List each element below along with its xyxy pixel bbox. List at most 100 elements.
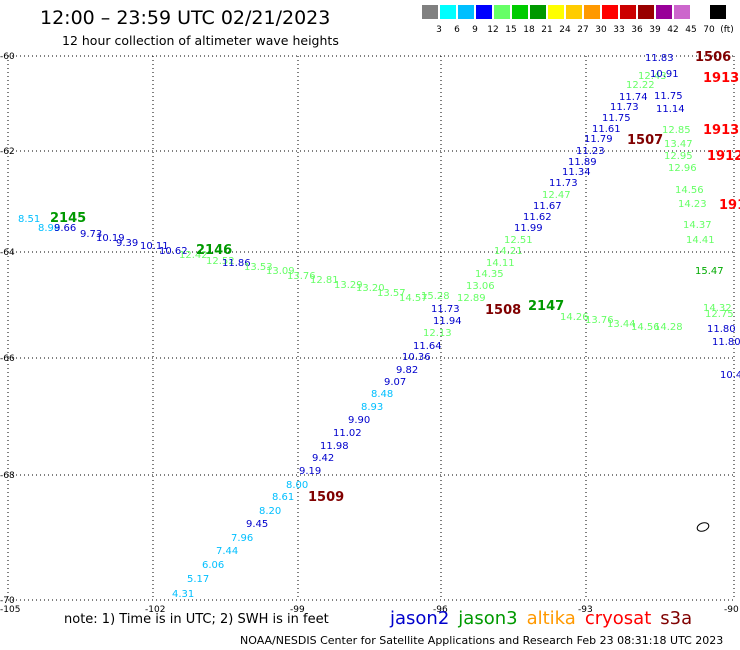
wave-height-reading: 12.43 — [638, 71, 667, 82]
scale-label: 36 — [631, 25, 643, 35]
wave-height-reading: 11.73 — [610, 102, 639, 113]
scale-swatch — [494, 5, 510, 19]
wave-height-reading: 14.28 — [654, 322, 683, 333]
wave-height-reading: 12.89 — [457, 293, 486, 304]
lat-tick-label: -70 — [0, 596, 15, 606]
wave-height-reading: 12.81 — [310, 275, 339, 286]
wave-height-reading: 10.4 — [720, 370, 740, 381]
wave-height-reading: 12.95 — [664, 151, 693, 162]
lat-tick-label: -64 — [0, 248, 15, 258]
wave-height-reading: 11.34 — [562, 167, 591, 178]
wave-height-reading: 14.35 — [475, 269, 504, 280]
wave-height-reading: 8.20 — [259, 506, 281, 517]
page-subtitle: 12 hour collection of altimeter wave hei… — [62, 33, 339, 48]
wave-height-reading: 14.56 — [675, 185, 704, 196]
wave-height-readings: 4.31 5.17 6.06 7.44 7.96 9.45 8.20 8.618.00 9.19… — [18, 53, 740, 600]
wave-height-reading: 14.26 — [560, 312, 589, 323]
map-axes: -60 -62 -64 -66 -68 -70-105 -102 -99 -96 -93 -90 — [0, 52, 739, 615]
wave-height-reading: 14.23 — [678, 199, 707, 210]
page-title: 12:00 – 23:59 UTC 02/21/2023 — [40, 7, 331, 29]
wave-height-reading: 11.61 — [592, 124, 621, 135]
scale-swatch — [710, 5, 726, 19]
wave-height-reading: 14.37 — [683, 220, 712, 231]
wave-height-reading: 11.73 — [431, 304, 460, 315]
wave-height-reading: 14.41 — [686, 235, 715, 246]
scale-label: 45 — [685, 25, 697, 35]
lon-tick-label: -93 — [578, 605, 593, 615]
lon-tick-label: -90 — [724, 605, 739, 615]
scale-label: 33 — [613, 25, 625, 35]
wave-height-reading: 14.32 — [703, 303, 732, 314]
wave-height-reading: 14.57 — [399, 293, 428, 304]
wave-height-reading: 11.98 — [320, 441, 349, 452]
wave-height-reading: 13.53 — [244, 262, 273, 273]
scale-label: (ft) — [720, 25, 734, 35]
pass-id-labels: 2145 2146 2147 1508 1509 1507 1506 1913 1913 1912… — [50, 50, 740, 505]
scale-swatch — [620, 5, 636, 19]
wave-height-reading: 11.80 — [707, 324, 736, 335]
wave-height-reading: 10.36 — [402, 352, 431, 363]
wave-height-reading: 13.09 — [266, 266, 295, 277]
scale-label: 3 — [436, 25, 442, 35]
scale-label: 15 — [505, 25, 517, 35]
wave-height-reading: 15.28 — [421, 291, 450, 302]
wave-height-reading: 9.45 — [246, 519, 268, 530]
wave-height-reading: 11.62 — [523, 212, 552, 223]
wave-height-reading: 6.06 — [202, 560, 224, 571]
wave-height-reading: 12.52 — [206, 256, 235, 267]
wave-height-reading: 12.75 — [705, 309, 734, 320]
scale-label: 18 — [523, 25, 535, 35]
wave-height-reading: 13.76 — [287, 271, 316, 282]
wave-height-reading: 13.57 — [377, 288, 406, 299]
wave-height-reading: 11.02 — [333, 428, 362, 439]
scale-swatch — [422, 5, 438, 19]
scale-swatch — [530, 5, 546, 19]
wave-height-reading: 9.73 — [80, 229, 102, 240]
lon-tick-label: -102 — [145, 605, 165, 615]
wave-height-reading: 13.44 — [607, 319, 636, 330]
wave-height-reading: 11.80 — [712, 337, 740, 348]
wave-height-reading: 14.11 — [486, 258, 515, 269]
wave-height-reading: 14.56 — [631, 322, 660, 333]
scale-swatch — [458, 5, 474, 19]
wave-height-reading: 11.86 — [222, 258, 251, 269]
lat-tick-label: -68 — [0, 471, 15, 481]
wave-height-reading: 11.75 — [654, 91, 683, 102]
lat-tick-label: -62 — [0, 147, 15, 157]
scale-swatch — [566, 5, 582, 19]
wave-height-reading: 11.94 — [433, 316, 462, 327]
scale-label: 39 — [649, 25, 661, 35]
scale-swatch — [638, 5, 654, 19]
wave-height-reading: 13.20 — [356, 283, 385, 294]
satellite-jason2-label: jason2 — [390, 608, 450, 629]
wave-height-reading: 9.19 — [299, 466, 321, 477]
wave-height-reading: 13.06 — [466, 281, 495, 292]
wave-height-reading: 10.91 — [650, 69, 679, 80]
pass-id-label: 1913 — [703, 123, 739, 138]
wave-height-reading: 7.44 — [216, 546, 238, 557]
satellite-s3a-label: s3a — [660, 608, 693, 629]
scale-swatch — [602, 5, 618, 19]
satellite-altika-label: altika — [526, 608, 576, 629]
lat-tick-label: -66 — [0, 354, 15, 364]
wave-height-reading: 12.96 — [668, 163, 697, 174]
lon-tick-label: -96 — [433, 605, 448, 615]
lon-tick-label: -99 — [290, 605, 305, 615]
scale-label: 9 — [472, 25, 478, 35]
scale-swatch — [440, 5, 456, 19]
credit-line: NOAA/NESDIS Center for Satellite Applica… — [240, 634, 724, 647]
satellite-cryosat-label: cryosat — [584, 608, 652, 629]
wave-height-reading: 4.31 — [172, 589, 194, 600]
wave-height-reading: 12.13 — [423, 328, 452, 339]
wave-height-reading: 12.42 — [179, 250, 208, 261]
pass-id-label: 2146 — [196, 243, 232, 258]
satellite-legend: jason2 jason3 altika cryosat s3a — [390, 608, 701, 629]
satellite-jason3-label: jason3 — [458, 608, 518, 629]
pass-id-label: 191 — [719, 198, 740, 213]
wave-height-reading: 11.75 — [602, 113, 631, 124]
wave-height-reading: 12.22 — [626, 80, 655, 91]
wave-height-reading: 11.74 — [619, 92, 648, 103]
scale-label: 70 — [703, 25, 715, 35]
scale-swatch — [656, 5, 672, 19]
wave-height-reading: 11.64 — [413, 341, 442, 352]
